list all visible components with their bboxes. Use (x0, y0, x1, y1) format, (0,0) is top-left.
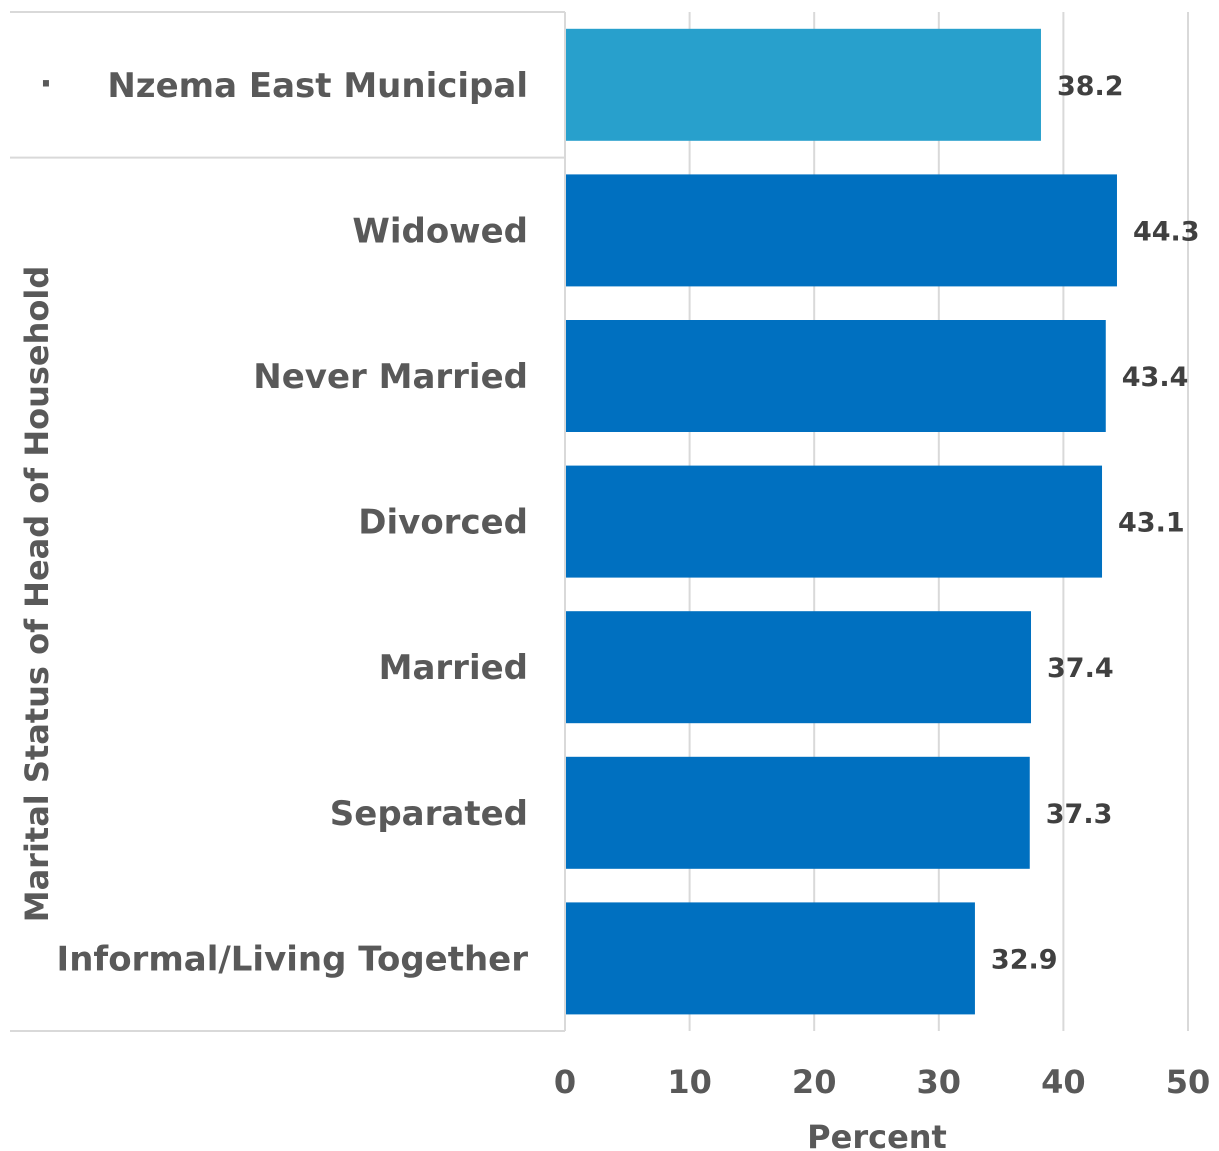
bar-nzema-east-municipal (566, 28, 1041, 141)
group-marker: · (40, 64, 53, 104)
x-tick-label: 50 (1166, 1063, 1211, 1101)
x-tick-label: 20 (792, 1063, 837, 1101)
category-axis-frame (10, 11, 566, 1032)
category-label-widowed: Widowed (352, 211, 528, 251)
y-axis-title: Marital Status of Head of Household (18, 266, 56, 923)
bar-married (566, 611, 1032, 724)
x-axis-title: Percent (807, 1118, 947, 1151)
category-label-married: Married (379, 648, 528, 688)
data-label-divorced: 43.1 (1118, 508, 1185, 539)
category-label-informal-living-together: Informal/Living Together (57, 939, 529, 979)
data-label-nzema-east-municipal: 38.2 (1057, 71, 1124, 102)
data-label-never-married: 43.4 (1122, 362, 1189, 393)
bar-separated (566, 756, 1030, 869)
labels: 0 10 20 30 40 50 Nzema East Municipal 38.2 Widow… (57, 66, 1211, 1101)
x-tick-label: 10 (667, 1063, 712, 1101)
bars (566, 28, 1117, 1015)
bar-informal-living-together (566, 902, 975, 1015)
x-tick-label: 30 (917, 1063, 962, 1101)
category-label-separated: Separated (330, 794, 528, 834)
category-label-divorced: Divorced (358, 503, 528, 543)
data-label-widowed: 44.3 (1133, 216, 1200, 247)
bar-never-married (566, 320, 1106, 432)
data-label-married: 37.4 (1047, 653, 1114, 684)
bar-divorced (566, 465, 1103, 578)
category-label-nzema-east-municipal: Nzema East Municipal (107, 66, 528, 106)
x-tick-label: 0 (554, 1063, 576, 1101)
data-label-informal-living-together: 32.9 (991, 944, 1058, 975)
bar-widowed (566, 174, 1117, 287)
data-label-separated: 37.3 (1046, 799, 1113, 830)
x-tick-label: 40 (1041, 1063, 1086, 1101)
category-label-never-married: Never Married (253, 357, 528, 397)
